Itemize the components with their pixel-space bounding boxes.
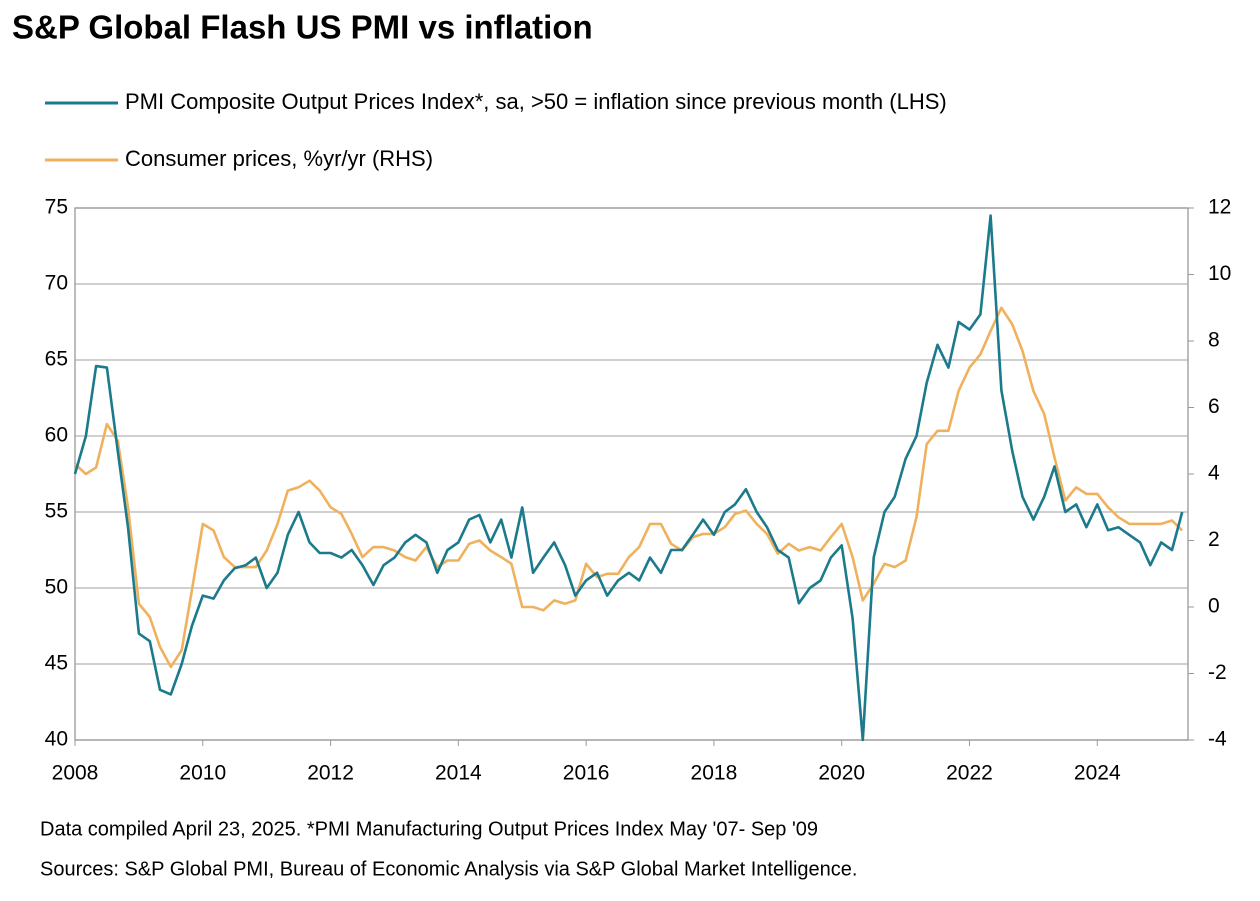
x-tick-label: 2022: [946, 762, 993, 785]
x-tick-label: 2012: [307, 762, 354, 785]
footnote: Data compiled April 23, 2025. *PMI Manuf…: [40, 818, 818, 840]
y2-tick-label: 0: [1208, 595, 1220, 618]
y-tick-label: 75: [45, 196, 68, 219]
legend-label: Consumer prices, %yr/yr (RHS): [125, 146, 433, 171]
y2-tick-label: 12: [1208, 196, 1231, 219]
y-tick-label: 45: [45, 652, 68, 675]
x-tick-label: 2024: [1074, 762, 1121, 785]
y2-tick-label: 2: [1208, 528, 1220, 551]
y2-tick-label: 4: [1208, 462, 1220, 485]
y2-tick-label: -4: [1208, 728, 1227, 751]
y2-tick-label: 8: [1208, 329, 1220, 352]
x-tick-label: 2020: [818, 762, 865, 785]
plot-border: [74, 207, 1189, 741]
chart-title: S&P Global Flash US PMI vs inflation: [12, 9, 593, 46]
x-tick-label: 2014: [435, 762, 482, 785]
y-tick-label: 55: [45, 500, 68, 523]
y-tick-label: 70: [45, 272, 68, 295]
y-tick-label: 65: [45, 348, 68, 371]
y2-tick-label: 10: [1208, 262, 1231, 285]
y2-tick-label: -2: [1208, 661, 1227, 684]
y-tick-label: 40: [45, 728, 68, 751]
x-tick-label: 2016: [563, 762, 610, 785]
y2-tick-label: 6: [1208, 395, 1220, 418]
x-tick-label: 2010: [179, 762, 226, 785]
y-tick-label: 60: [45, 424, 68, 447]
legend-label: PMI Composite Output Prices Index*, sa, …: [125, 89, 947, 114]
footnote: Sources: S&P Global PMI, Bureau of Econo…: [40, 858, 857, 880]
line-series: [73, 214, 1184, 742]
y-tick-label: 50: [45, 576, 68, 599]
line-series: [74, 306, 1184, 669]
x-tick-label: 2008: [52, 762, 99, 785]
x-tick-label: 2018: [691, 762, 738, 785]
